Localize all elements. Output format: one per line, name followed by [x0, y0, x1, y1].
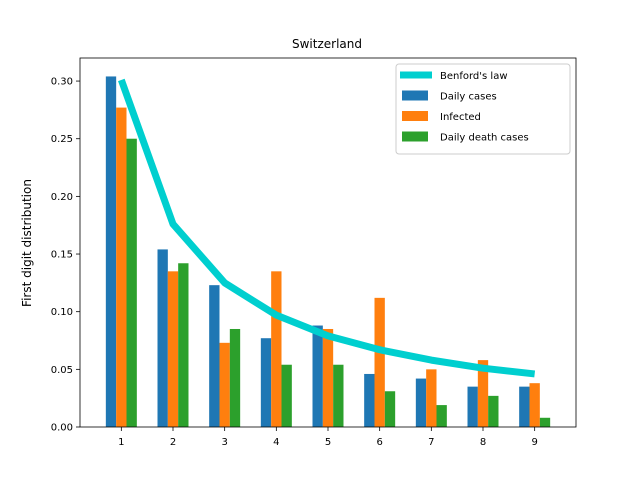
x-tick-label: 1 [118, 437, 124, 448]
legend-label: Benford's law [440, 71, 508, 82]
bar-daily-cases-8 [467, 386, 478, 427]
legend-swatch-daily-cases [402, 90, 428, 101]
legend-box [395, 63, 571, 155]
bar-infected-9 [529, 383, 540, 427]
bar-daily-death-cases-5 [333, 364, 344, 427]
y-tick-label: 0.15 [51, 250, 73, 261]
bar-daily-cases-2 [157, 249, 168, 427]
y-tick-label: 0.20 [51, 192, 73, 203]
y-tick-label: 0.00 [51, 423, 73, 434]
bar-infected-2 [167, 271, 179, 427]
bar-infected-6 [374, 297, 385, 427]
legend-swatch-daily-death-cases [402, 131, 428, 142]
x-tick-label: 4 [273, 437, 279, 448]
bars-layer [105, 76, 551, 427]
bar-daily-death-cases-7 [436, 405, 447, 427]
axes-layer: 0.00 0.05 0.10 0.15 0.20 0.25 0.30 1 2 3 4 5 6 7 8 9 [51, 57, 577, 448]
x-tick-label: 9 [531, 437, 537, 448]
bar-infected-8 [477, 360, 489, 427]
x-tick-label: 8 [480, 437, 486, 448]
bar-daily-cases-3 [209, 285, 220, 427]
legend-swatch-infected [402, 111, 428, 121]
y-tick-label: 0.25 [51, 134, 73, 145]
legend-label: Daily death cases [440, 133, 529, 144]
x-tick-label: 3 [221, 437, 227, 448]
bar-daily-cases-4 [260, 338, 272, 427]
bar-daily-cases-9 [519, 386, 530, 427]
bar-daily-death-cases-6 [384, 391, 396, 427]
x-tick-label: 2 [170, 437, 176, 448]
y-tick-label: 0.05 [51, 365, 73, 376]
y-tick-label: 0.10 [51, 307, 73, 318]
bar-daily-cases-5 [312, 325, 323, 427]
bar-daily-death-cases-1 [126, 138, 137, 427]
bar-daily-death-cases-9 [539, 417, 551, 427]
bar-infected-4 [271, 271, 282, 427]
bar-infected-5 [322, 328, 334, 427]
x-tick-label: 7 [428, 437, 434, 448]
bar-daily-cases-6 [364, 373, 375, 427]
benford-line-layer [118, 78, 536, 378]
bar-daily-cases-1 [105, 76, 117, 427]
benford-line [118, 78, 536, 378]
y-axis-title: First digit distribution [20, 179, 34, 307]
bar-daily-cases-7 [415, 378, 427, 427]
bar-daily-death-cases-3 [229, 328, 241, 427]
legend: Benford's law Daily cases Infected Daily de… [395, 63, 571, 155]
bar-infected-7 [426, 369, 437, 427]
chart-title: Switzerland [292, 37, 362, 51]
x-tick-label: 5 [325, 437, 331, 448]
bar-daily-death-cases-8 [488, 395, 499, 427]
bar-infected-3 [219, 342, 230, 427]
y-tick-label: 0.30 [51, 77, 73, 88]
x-tick-label: 6 [376, 437, 382, 448]
legend-label: Infected [440, 112, 481, 123]
bar-infected-1 [116, 107, 127, 427]
bar-daily-death-cases-2 [178, 263, 189, 427]
legend-label: Daily cases [440, 92, 497, 103]
bar-daily-death-cases-4 [281, 364, 292, 427]
